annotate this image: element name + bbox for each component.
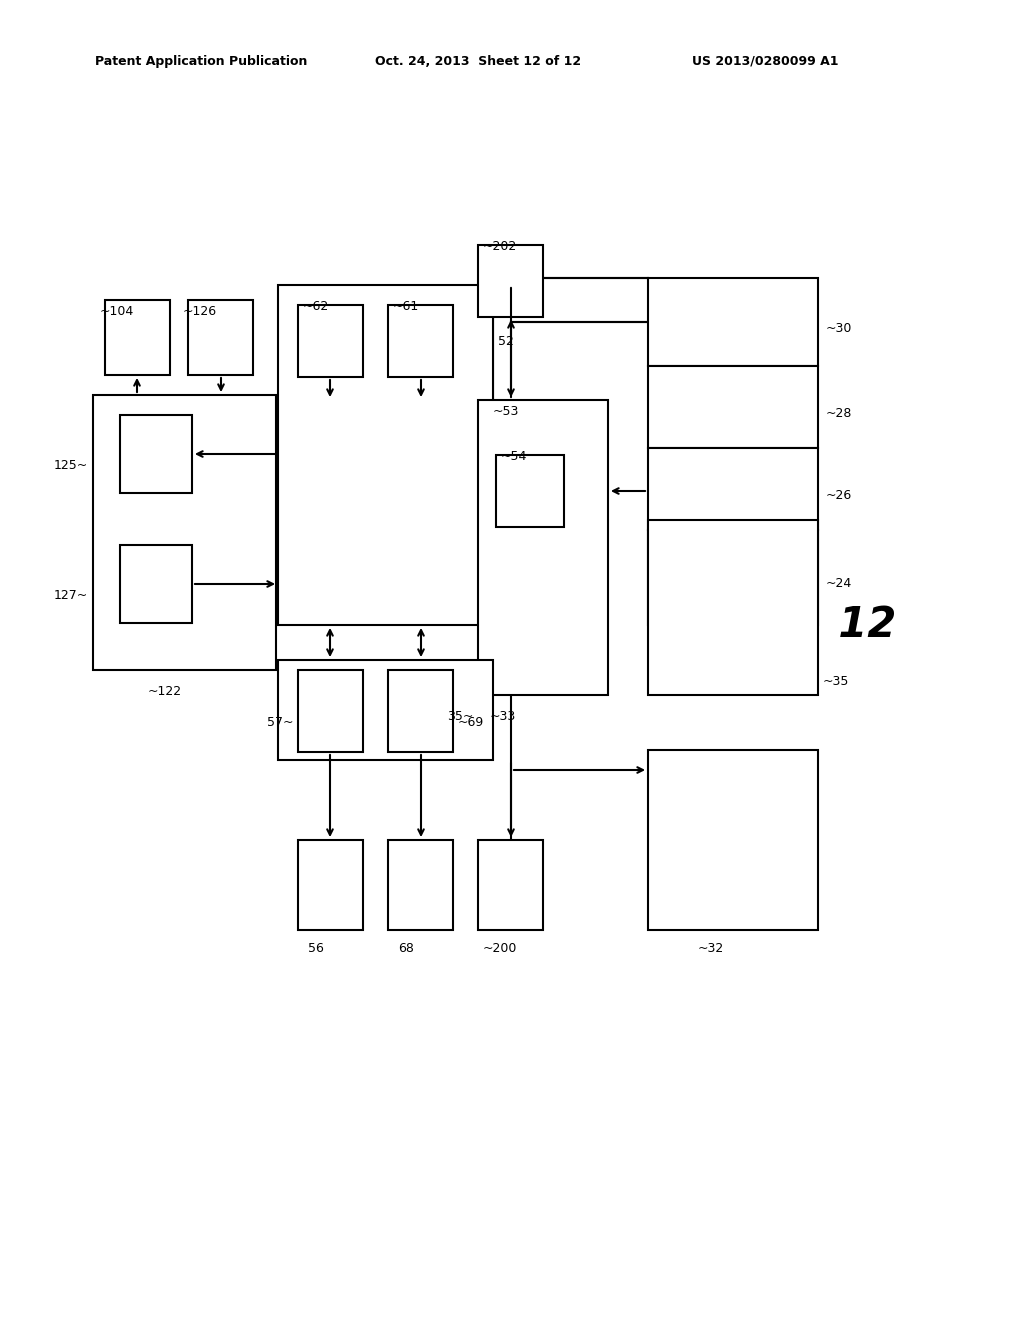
Bar — [188, 300, 253, 375]
Text: ~200: ~200 — [483, 942, 517, 954]
Text: 52: 52 — [498, 335, 514, 348]
Bar — [496, 455, 564, 527]
Bar — [648, 531, 818, 624]
Text: US 2013/0280099 A1: US 2013/0280099 A1 — [692, 55, 839, 69]
Text: 56: 56 — [308, 942, 324, 954]
Bar — [93, 395, 276, 671]
Text: 57~: 57~ — [266, 715, 293, 729]
Text: ~24: ~24 — [826, 577, 852, 590]
Bar — [298, 671, 362, 752]
Bar — [278, 285, 493, 624]
Text: ~33: ~33 — [490, 710, 516, 723]
Bar — [648, 750, 818, 931]
Text: ~30: ~30 — [826, 322, 852, 335]
Bar — [478, 400, 608, 696]
Text: ~62: ~62 — [303, 300, 330, 313]
Text: ~126: ~126 — [183, 305, 217, 318]
Text: 125~: 125~ — [53, 459, 88, 473]
Text: 127~: 127~ — [53, 589, 88, 602]
Bar — [298, 840, 362, 931]
Text: ~61: ~61 — [393, 300, 419, 313]
Bar — [478, 246, 543, 317]
Text: 68: 68 — [398, 942, 414, 954]
Bar — [120, 414, 193, 492]
Text: ~53: ~53 — [493, 405, 519, 418]
Bar — [278, 660, 493, 760]
Bar — [105, 300, 170, 375]
Bar — [648, 279, 818, 366]
Bar — [648, 447, 818, 531]
Text: Patent Application Publication: Patent Application Publication — [95, 55, 307, 69]
Bar — [648, 366, 818, 447]
Text: ~26: ~26 — [826, 488, 852, 502]
Text: Oct. 24, 2013  Sheet 12 of 12: Oct. 24, 2013 Sheet 12 of 12 — [375, 55, 582, 69]
Text: ~28: ~28 — [826, 407, 852, 420]
Text: ~104: ~104 — [100, 305, 134, 318]
Text: ~54: ~54 — [501, 450, 527, 463]
Text: 35~: 35~ — [446, 710, 473, 723]
Text: ~122: ~122 — [148, 685, 182, 698]
Bar — [388, 305, 453, 378]
Text: ~32: ~32 — [698, 942, 724, 954]
Text: ~69: ~69 — [458, 715, 484, 729]
Bar — [648, 520, 818, 696]
Text: FIG. 12: FIG. 12 — [730, 605, 896, 645]
Bar — [388, 671, 453, 752]
Bar — [478, 840, 543, 931]
Text: ~35: ~35 — [823, 675, 849, 688]
Text: ~202: ~202 — [483, 240, 517, 253]
Bar — [120, 545, 193, 623]
Bar — [298, 305, 362, 378]
Bar — [388, 840, 453, 931]
